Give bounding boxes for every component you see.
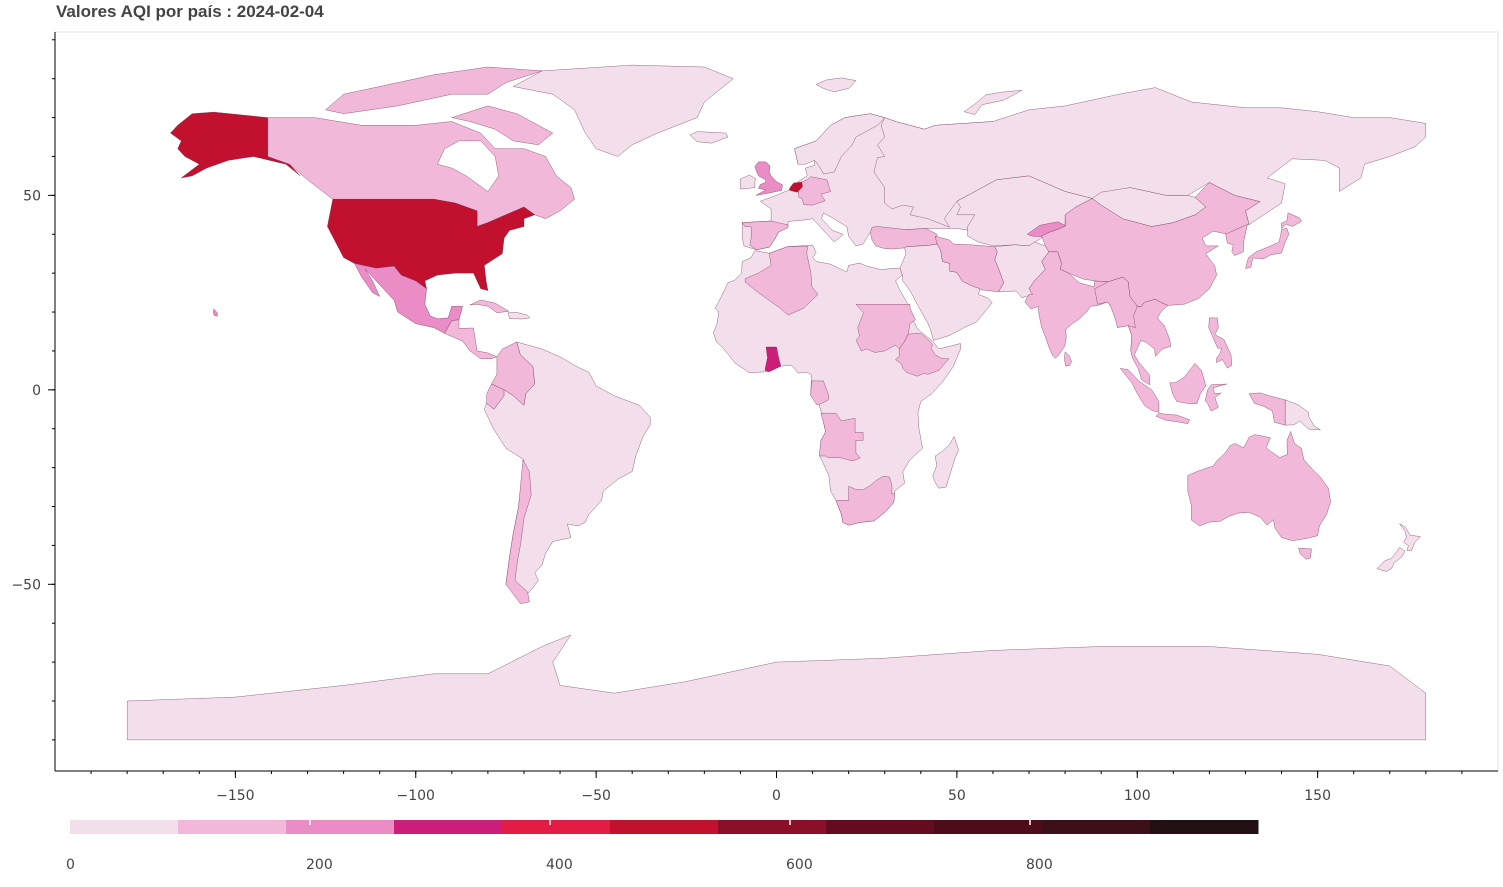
region-sulawesi <box>1204 383 1227 412</box>
region-korea <box>1225 224 1248 256</box>
map-axes: −150 −100 −50 0 50 100 150 50 0 −50 <box>11 31 1499 804</box>
country-regions <box>127 64 1426 741</box>
region-middle-east <box>899 243 993 341</box>
colorbar-bin <box>394 820 503 834</box>
region-philippines <box>1208 317 1232 369</box>
region-madagascar <box>932 436 959 489</box>
region-scandinavia <box>794 113 885 175</box>
region-mongolia <box>1092 187 1206 227</box>
region-svalbard <box>816 77 857 93</box>
x-tick-label: 50 <box>948 788 966 804</box>
region-gabon <box>810 380 829 406</box>
region-sri-lanka <box>1064 351 1072 367</box>
colorbar-bin <box>934 820 1043 834</box>
region-new-guinea <box>1248 392 1286 426</box>
colorbar-bin <box>502 820 611 834</box>
region-united-kingdom <box>754 161 783 196</box>
colorbar-bin <box>826 820 935 834</box>
colorbar-bin <box>286 820 395 834</box>
y-tick-label: 50 <box>23 188 41 204</box>
region-alaska <box>170 111 301 179</box>
region-hudson-bay <box>437 140 499 192</box>
region-sudan <box>855 304 916 353</box>
region-central-america <box>444 319 498 359</box>
region-new-zealand-south <box>1376 547 1406 572</box>
region-novaya-zemlya <box>963 90 1022 115</box>
colorbar-tick-label: 400 <box>546 857 573 873</box>
region-cuba <box>469 299 509 313</box>
colorbar-bin <box>70 820 179 834</box>
region-south-america <box>484 341 651 599</box>
region-algeria <box>744 246 819 316</box>
region-java <box>1155 413 1190 424</box>
region-south-africa <box>835 476 895 526</box>
region-new-zealand-north <box>1399 523 1421 551</box>
colorbar-tick-label: 200 <box>306 857 333 873</box>
colorbar-bin <box>1042 820 1151 834</box>
region-iceland <box>689 131 728 144</box>
colorbar-bin <box>610 820 719 834</box>
region-baffin-island <box>451 105 553 145</box>
region-india <box>1024 251 1127 359</box>
region-hispaniola <box>507 312 530 320</box>
region-japan <box>1245 228 1289 269</box>
region-sumatra <box>1120 368 1160 413</box>
region-hokkaido <box>1281 212 1302 229</box>
colorbar <box>70 820 1259 834</box>
region-canadian-arctic-islands <box>325 66 543 114</box>
region-ghana <box>764 346 781 372</box>
region-spain <box>742 220 789 250</box>
colorbar-tick-label: 600 <box>786 857 813 873</box>
x-tick-label: −100 <box>397 788 435 804</box>
colorbar-tick-label: 800 <box>1026 857 1053 873</box>
colorbar-tick-label: 0 <box>66 857 75 873</box>
colorbar-bin <box>178 820 287 834</box>
region-ethiopia <box>895 333 950 377</box>
colorbar-bin <box>1150 820 1259 834</box>
x-tick-label: 100 <box>1124 788 1151 804</box>
y-tick-label: 0 <box>32 383 41 399</box>
x-tick-label: −150 <box>216 788 254 804</box>
region-ireland <box>740 174 756 190</box>
region-australia <box>1187 431 1331 541</box>
region-kazakhstan-and-central-asia <box>956 175 1093 247</box>
x-tick-label: 150 <box>1304 788 1331 804</box>
region-chile <box>505 459 532 604</box>
region-greenland <box>513 64 734 157</box>
region-southeast-asia <box>1128 299 1171 385</box>
region-borneo <box>1169 363 1206 404</box>
region-tasmania <box>1298 547 1312 560</box>
x-tick-label: 0 <box>772 788 781 804</box>
region-antarctica <box>127 634 1426 741</box>
region-hawaii <box>213 308 218 317</box>
y-tick-label: −50 <box>11 577 41 593</box>
region-papua-new-guinea <box>1285 399 1321 431</box>
region-germany <box>797 176 831 206</box>
x-tick-label: −50 <box>581 788 611 804</box>
colorbar-bin <box>718 820 827 834</box>
chart-title: Valores AQI por país : 2024-02-04 <box>56 2 324 21</box>
region-angola <box>818 413 864 462</box>
